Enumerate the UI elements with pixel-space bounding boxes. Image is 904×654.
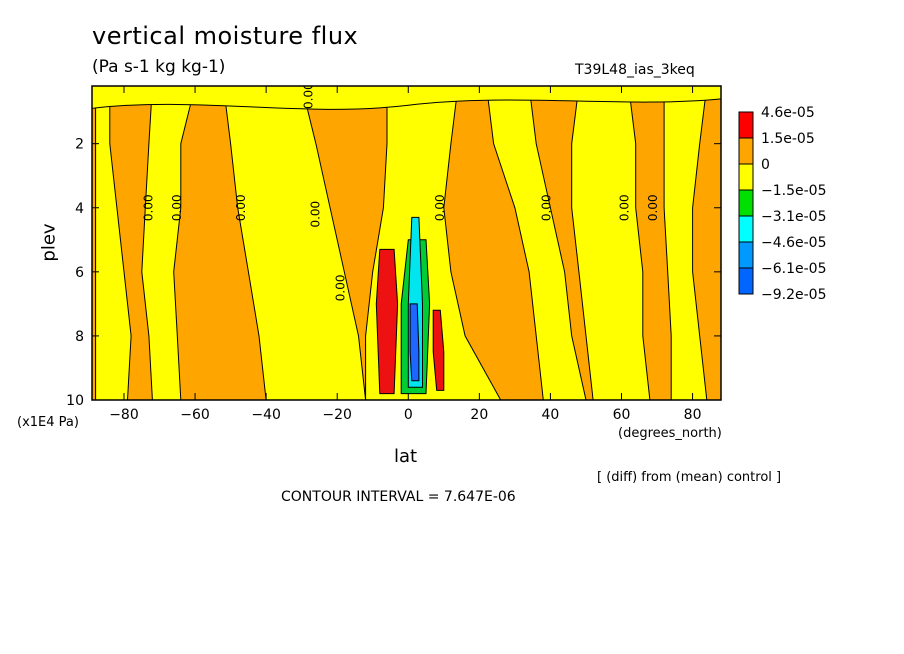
- legend-label: 4.6e-05: [761, 105, 815, 121]
- legend-swatch: [738, 111, 754, 139]
- contour-label: 0.00: [170, 194, 184, 221]
- plot-frame: [91, 85, 722, 401]
- x-tick-label: −60: [180, 407, 210, 423]
- contour-label: 0.00: [618, 194, 632, 221]
- contour-fill: 0.00 0.00 0.00 0.00 0.00 0.00 0.00 0.00 0.00 0.00: [92, 82, 721, 400]
- chart-units: (Pa s-1 kg kg-1): [92, 57, 226, 77]
- band-near-zero-7: [663, 86, 708, 400]
- contour-label: 0.00: [234, 194, 248, 221]
- y-tick-label: 6: [75, 265, 84, 281]
- legend-swatch: [738, 267, 754, 295]
- legend-swatch: [738, 163, 754, 191]
- chart-title: vertical moisture flux: [92, 22, 359, 50]
- x-tick-label: −40: [251, 407, 281, 423]
- band-near-zero-3: [222, 86, 367, 400]
- region-negative-blue: [409, 303, 420, 382]
- contour-label: 0.00: [433, 194, 447, 221]
- band-near-zero-5: [485, 86, 587, 400]
- region-strong-positive-1: [375, 248, 399, 395]
- legend-label: −6.1e-05: [761, 261, 826, 277]
- contour-label: 0.00: [308, 201, 322, 228]
- x-tick-label: −20: [322, 407, 352, 423]
- legend-label: −1.5e-05: [761, 183, 826, 199]
- x-tick-label: 80: [684, 407, 702, 423]
- y-tick-label: 2: [75, 137, 84, 153]
- x-tick-label: 20: [470, 407, 488, 423]
- legend-label: −9.2e-05: [761, 287, 826, 303]
- x-tick-label: 60: [613, 407, 631, 423]
- contour-label: 0.00: [333, 274, 347, 301]
- plot-area: 0.00 0.00 0.00 0.00 0.00 0.00 0.00 0.00 0.00 0.00: [92, 82, 721, 400]
- contour-label: 0.00: [141, 194, 155, 221]
- band-near-zero-top: [92, 86, 721, 110]
- contour-interval: CONTOUR INTERVAL = 7.647E-06: [281, 489, 516, 505]
- x-tick-label: −80: [109, 407, 139, 423]
- x-tick-label: 0: [404, 407, 413, 423]
- legend-swatch: [738, 137, 754, 165]
- legend-swatch: [738, 215, 754, 243]
- difference-note: [ (diff) from (mean) control ]: [597, 470, 782, 485]
- legend-label: 1.5e-05: [761, 131, 815, 147]
- region-strong-positive-2: [432, 309, 445, 391]
- contour-label: 0.00: [539, 194, 553, 221]
- contour-label: 0.00: [301, 82, 315, 109]
- y-tick-label: 4: [75, 201, 84, 217]
- x-axis-label: lat: [394, 446, 418, 467]
- axes: −80 −60 −40 −20 0 20 40 60 80 2 4 6 8 10: [66, 85, 722, 423]
- legend-label: −3.1e-05: [761, 209, 826, 225]
- legend-swatch: [738, 189, 754, 217]
- legend-label: 0: [761, 157, 770, 173]
- x-tick-label: 40: [542, 407, 560, 423]
- y-axis-units: (x1E4 Pa): [17, 415, 79, 430]
- legend: 4.6e-05 1.5e-05 0 −1.5e-05 −3.1e-05 −4.6e-05 −…: [738, 105, 826, 303]
- x-axis-units: (degrees_north): [618, 426, 722, 441]
- run-label: T39L48_ias_3keq: [575, 62, 695, 78]
- band-near-zero-4: [365, 86, 502, 400]
- y-tick-label: 8: [75, 329, 84, 345]
- band-near-zero-6: [571, 86, 651, 400]
- band-near-zero-2: [141, 86, 196, 400]
- contour-label: 0.00: [646, 194, 660, 221]
- legend-label: −4.6e-05: [761, 235, 826, 251]
- y-tick-label: 10: [66, 393, 84, 409]
- legend-swatch: [738, 241, 754, 269]
